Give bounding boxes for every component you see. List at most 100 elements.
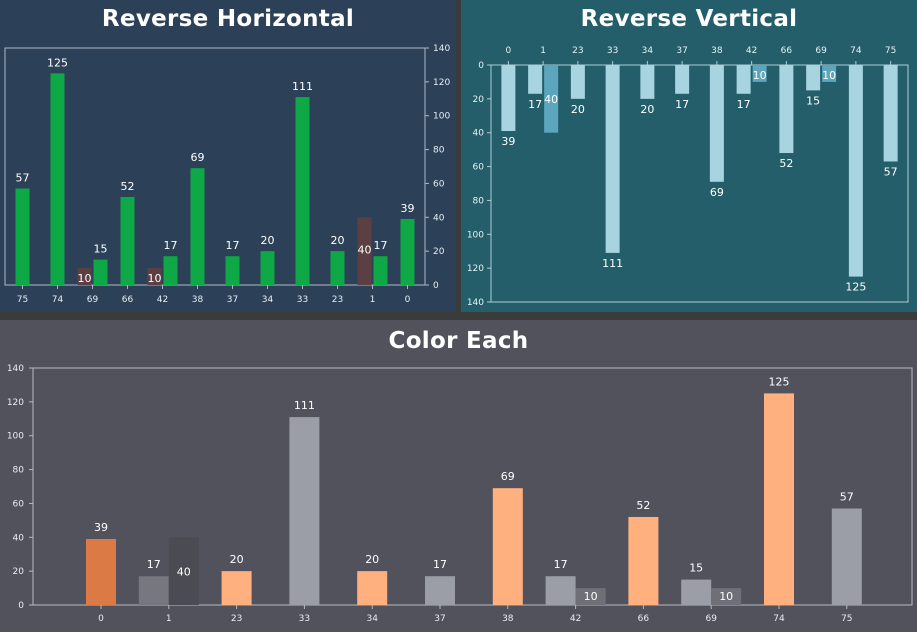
x-tick-label: 74 [773, 614, 785, 624]
x-tick-label: 34 [366, 614, 378, 624]
x-tick-label: 37 [227, 295, 238, 305]
x-tick-label: 37 [434, 614, 445, 624]
data-label: 10 [719, 590, 733, 603]
bar [675, 65, 690, 94]
data-label: 57 [16, 172, 30, 185]
x-tick-label: 1 [540, 46, 546, 56]
chart-title: Reverse Vertical [580, 6, 798, 32]
bar [400, 218, 415, 285]
y-tick-label: 40 [433, 213, 445, 223]
y-tick-label: 120 [467, 264, 484, 274]
data-label: 17 [554, 558, 568, 571]
bar [831, 508, 862, 605]
bar [190, 168, 205, 285]
bar [883, 65, 898, 162]
data-label: 39 [94, 521, 108, 534]
bar [501, 65, 516, 132]
data-label: 10 [584, 590, 598, 603]
y-tick-label: 120 [7, 398, 24, 408]
bar [764, 393, 794, 605]
data-label: 17 [528, 98, 542, 111]
x-tick-label: 0 [405, 295, 411, 305]
bar [575, 588, 606, 605]
bar [779, 65, 794, 154]
reverse-horizontal-chart: 0204060801001201400391174023203311134203… [4, 44, 450, 305]
data-label: 125 [769, 375, 790, 388]
chart-title: Reverse Horizontal [101, 6, 355, 32]
y-tick-label: 80 [13, 466, 25, 476]
x-tick-label: 1 [370, 295, 376, 305]
y-tick-label: 100 [467, 230, 484, 240]
data-label: 125 [47, 56, 68, 69]
x-tick-label: 0 [98, 614, 104, 624]
chart-title: Color Each [388, 328, 529, 354]
x-tick-label: 37 [676, 46, 687, 56]
data-label: 20 [230, 553, 244, 566]
y-tick-label: 80 [473, 196, 485, 206]
bar [50, 73, 65, 286]
bar [225, 256, 240, 285]
x-tick-label: 69 [705, 614, 717, 624]
y-tick-label: 60 [433, 179, 445, 189]
x-tick-label: 34 [262, 295, 274, 305]
y-tick-label: 120 [433, 78, 450, 88]
bar [709, 65, 724, 182]
bar [681, 579, 712, 605]
data-label: 17 [675, 98, 689, 111]
data-label: 111 [602, 257, 623, 270]
bar [15, 188, 30, 285]
bar [640, 65, 655, 99]
y-tick-label: 40 [473, 129, 485, 139]
data-label: 10 [753, 69, 767, 82]
x-tick-label: 1 [166, 614, 172, 624]
bar [545, 576, 576, 605]
x-tick-label: 33 [607, 46, 618, 56]
y-tick-label: 20 [473, 95, 485, 105]
bar [260, 251, 275, 285]
bar [605, 65, 620, 253]
plot-frame [32, 367, 913, 606]
reverse-vertical-panel: Reverse Vertical 0 20 40 60 80 100 120 140 0 39 1 1… [461, 0, 917, 312]
data-label: 17 [226, 239, 240, 252]
plot-frame [490, 64, 909, 303]
data-label: 10 [822, 69, 836, 82]
data-label: 52 [121, 180, 135, 193]
data-label: 17 [147, 558, 161, 571]
bar [711, 588, 742, 605]
y-tick-label: 140 [7, 364, 24, 374]
x-tick-label: 34 [642, 46, 654, 56]
data-label: 111 [292, 80, 313, 93]
bar [806, 65, 821, 91]
data-label: 40 [358, 243, 372, 256]
data-label: 17 [433, 558, 447, 571]
x-tick-label: 69 [815, 46, 827, 56]
y-tick-label: 100 [433, 112, 450, 122]
bar [628, 516, 659, 605]
x-tick-label: 23 [332, 295, 343, 305]
bar [168, 537, 199, 605]
bar [544, 65, 559, 133]
bar [528, 65, 543, 94]
y-tick-label: 0 [478, 61, 484, 71]
data-label: 20 [331, 234, 345, 247]
x-tick-label: 75 [17, 295, 28, 305]
data-label: 39 [501, 135, 515, 148]
data-label: 20 [365, 553, 379, 566]
data-label: 69 [501, 470, 515, 483]
x-tick-label: 38 [502, 614, 514, 624]
data-label: 20 [640, 103, 654, 116]
x-tick-label: 33 [299, 614, 310, 624]
data-label: 52 [779, 157, 793, 170]
y-tick-label: 140 [433, 44, 450, 54]
bar [93, 259, 108, 285]
bar [752, 65, 767, 82]
data-label: 17 [164, 239, 178, 252]
y-tick-label: 60 [473, 163, 485, 173]
x-tick-label: 23 [231, 614, 242, 624]
data-label: 69 [191, 151, 205, 164]
bar [330, 251, 345, 285]
x-tick-label: 38 [192, 295, 204, 305]
color-each-panel: Color Each 0 20 40 60 80 100 120 140 0 39 1 17 40 23 2… [0, 320, 917, 632]
bar [163, 256, 178, 285]
x-tick-label: 66 [781, 46, 793, 56]
